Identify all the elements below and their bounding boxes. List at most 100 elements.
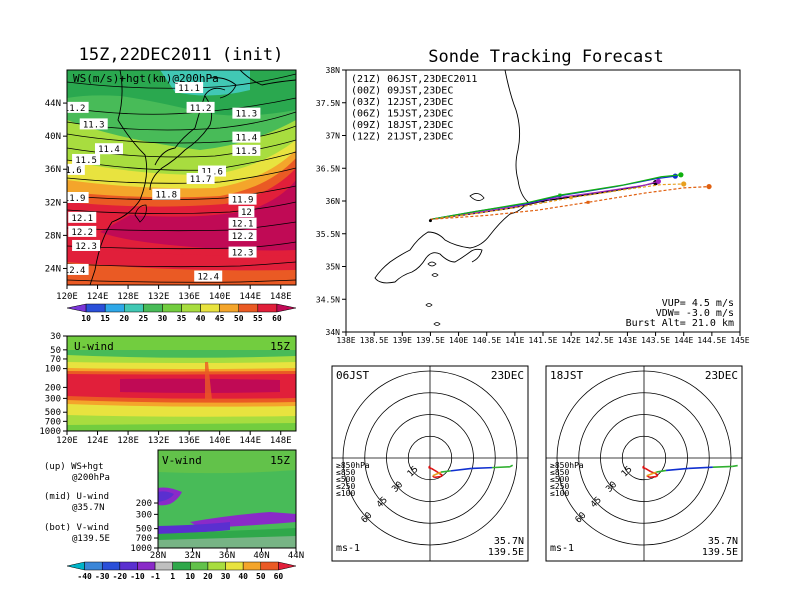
hodograph-segment	[428, 466, 432, 470]
map-y-tick-label: 44N	[45, 99, 61, 109]
u-x-tick-label: 136E	[178, 436, 200, 446]
sonde-x-tick-label: 139E	[393, 336, 412, 345]
height-label: 11.3	[232, 107, 261, 120]
sonde-y-tick-label: 36.5N	[316, 164, 340, 173]
svg-text:11.3: 11.3	[236, 110, 258, 120]
svg-text:11.9: 11.9	[232, 196, 254, 206]
map-colorbar: 10 15 20 25 30 35 40 45 50 55 60	[66, 303, 297, 323]
hodograph-time-label: 18JST	[550, 369, 583, 382]
height-label: 11.6	[198, 165, 227, 178]
svg-text:11.7: 11.7	[190, 175, 212, 185]
svg-text:11.5: 11.5	[75, 156, 97, 166]
hodograph-lat: 35.7N	[494, 536, 524, 547]
sonde-x-tick-label: 141.5E	[529, 336, 558, 345]
sonde-y-tick-label: 37.5N	[316, 99, 340, 108]
v-colorbar-swatch	[260, 561, 279, 571]
v-colorbar-label: -1	[150, 572, 160, 581]
v-colorbar-swatch	[154, 561, 173, 571]
colorbar-label: 10	[81, 314, 91, 323]
hodograph-segment	[647, 469, 652, 473]
svg-text:11.1: 11.1	[178, 84, 200, 94]
hodograph-segment	[642, 466, 646, 470]
height-label: 12.2	[68, 225, 97, 238]
hodograph-lon: 139.5E	[488, 547, 524, 558]
sonde-y-tick-label: 35.5N	[316, 230, 340, 239]
hodograph-segment	[712, 465, 733, 469]
hodograph-segment	[644, 467, 649, 471]
hodograph-segment	[646, 471, 657, 477]
sonde-launch-point	[428, 219, 432, 223]
u-y-tick-label: 300	[45, 394, 61, 404]
u-x-tick-label: 120E	[56, 436, 78, 446]
v-colorbar-label: -10	[130, 572, 145, 581]
colorbar-swatch	[238, 303, 259, 313]
v-colorbar-label: 20	[203, 572, 213, 581]
map-y-tick-label: 24N	[45, 264, 61, 274]
map-y-tick-label: 28N	[45, 231, 61, 241]
hodograph-legend-entry: ≤100	[550, 489, 569, 498]
hodograph-legend-entry: ≥850hPa	[336, 461, 370, 470]
svg-text:11.6: 11.6	[60, 166, 82, 176]
hodograph-legend-entry: ≤250	[550, 482, 569, 491]
u-wind-panel: U-wind 15Z 120E 124E 128E 132E 136E 140E 144E 1…	[39, 332, 297, 446]
colorbar-label: 55	[253, 314, 263, 323]
colorbar-label: 15	[100, 314, 110, 323]
sonde-coastline	[374, 70, 712, 326]
sonde-y-tick-label: 36N	[326, 197, 341, 206]
sonde-x-tick-label: 142E	[562, 336, 581, 345]
v-y-tick-label: 300	[136, 510, 152, 520]
u-y-tick-label: 100	[45, 365, 61, 375]
v-colorbar-label: 50	[256, 572, 266, 581]
legend-bot: (bot) V-wind	[44, 523, 109, 533]
legend-mid-lat: @35.7N	[72, 503, 105, 513]
hodograph-lat: 35.7N	[708, 536, 738, 547]
sonde-track-marker	[569, 196, 573, 200]
map-x-tick-label: 128E	[117, 292, 139, 302]
hodograph-date-label: 23DEC	[705, 369, 738, 382]
colorbar-swatch	[66, 303, 87, 313]
v-x-tick-label: 32N	[184, 551, 200, 561]
u-x-tick-label: 128E	[117, 436, 139, 446]
hodograph-segment	[688, 466, 713, 470]
v-wind-title: V-wind	[162, 454, 202, 467]
hodograph-segment	[430, 467, 435, 471]
sonde-y-tick-label: 34N	[326, 328, 341, 337]
sonde-x-tick-label: 140E	[449, 336, 468, 345]
height-label: 11.5	[72, 153, 101, 166]
sonde-y-tick-label: 37N	[326, 132, 341, 141]
colorbar-swatch	[104, 303, 125, 313]
sonde-x-tick-label: 139.5E	[416, 336, 445, 345]
hodograph-segment	[440, 470, 451, 473]
map-x-tick-label: 124E	[87, 292, 109, 302]
sonde-x-tick-label: 141E	[505, 336, 524, 345]
sonde-y-tick-label: 38N	[326, 66, 341, 75]
sonde-track-marker	[541, 199, 545, 203]
height-label: 12.1	[228, 217, 257, 230]
map-field: 11.111.2 11.211.311.311.411.4 11.511.511.6…	[60, 70, 296, 285]
svg-text:11.2: 11.2	[190, 104, 212, 114]
v-wind-x-ticks: 28N 32N 36N 40N 44N	[150, 548, 304, 561]
height-label: 11.8	[152, 188, 181, 201]
sonde-x-tick-label: 144E	[674, 336, 693, 345]
sonde-x-ticks: 138E 138.5E 139E 139.5E 140E 140.5E 141E 141.5E…	[336, 332, 750, 345]
hodograph-legend-entry: ≤100	[336, 489, 355, 498]
map-subtitle: WS(m/s)+hgt(km)@200hPa	[73, 72, 219, 85]
hodograph-segment	[450, 467, 472, 472]
ws-hgt-map-panel: 15Z,22DEC2011 (init)	[45, 45, 297, 323]
map-x-tick-label: 144E	[239, 292, 261, 302]
hodograph-legend-entry: ≤500	[550, 475, 569, 484]
u-y-tick-label: 50	[50, 346, 61, 356]
v-y-tick-label: 1000	[130, 544, 152, 554]
colorbar-label: 25	[139, 314, 149, 323]
v-colorbar-label: -30	[95, 572, 110, 581]
sonde-legend-entry: (12Z) 21JST,23DEC	[351, 132, 453, 143]
sonde-track-marker	[558, 193, 562, 197]
height-label: 11.4	[232, 131, 261, 144]
u-x-tick-label: 144E	[239, 436, 261, 446]
v-colorbar-swatch	[119, 561, 138, 571]
colorbar-label: 60	[272, 314, 282, 323]
map-x-tick-label: 136E	[178, 292, 200, 302]
svg-text:11.6: 11.6	[201, 168, 223, 178]
